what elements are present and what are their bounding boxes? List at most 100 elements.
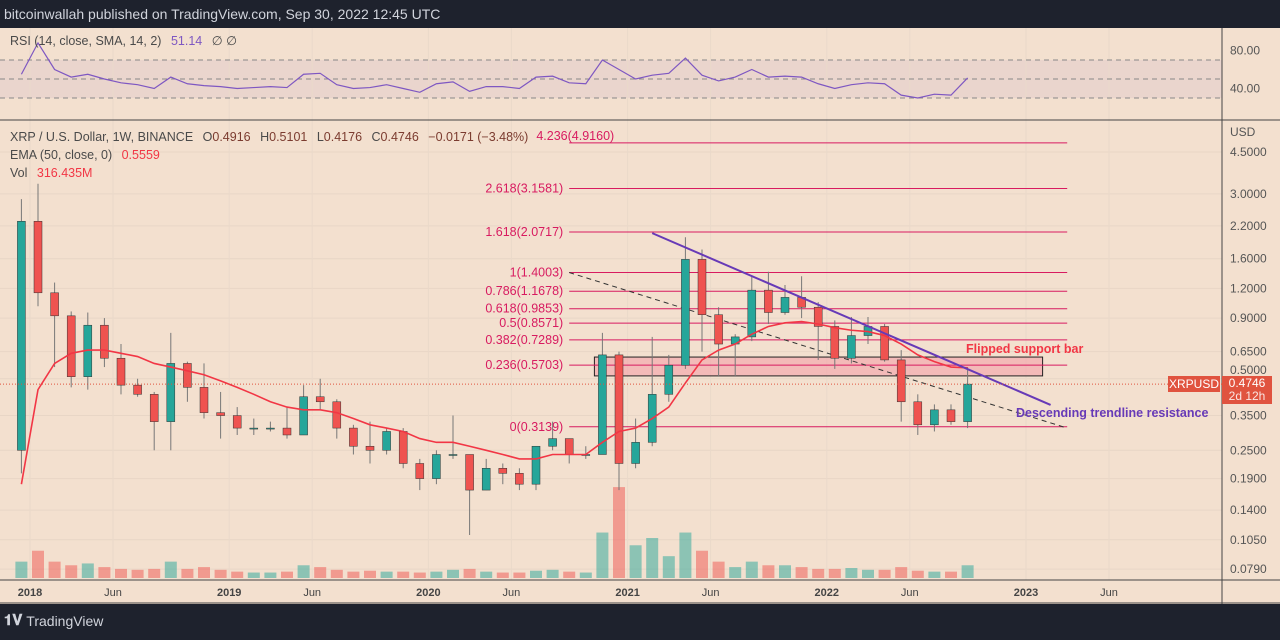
price-tick-label: 0.2500 (1230, 443, 1267, 457)
candle-body (116, 357, 126, 386)
candle-body (548, 438, 557, 447)
time-tick-label: 2019 (217, 587, 241, 599)
fib-level-label: 0.382(0.7289) (485, 333, 563, 347)
volume-bar (745, 561, 758, 578)
candle-body (365, 445, 375, 451)
candle-body (149, 394, 159, 422)
volume-bar (15, 561, 28, 578)
volume-bar (430, 571, 443, 578)
fib-level-label: 0.5(0.8571) (499, 316, 563, 330)
rsi-legend: RSI (14, close, SMA, 14, 2) 51.14 ∅ ∅ (10, 33, 237, 48)
publisher-line: bitcoinwallah published on TradingView.c… (4, 6, 441, 22)
volume-bar (148, 568, 161, 578)
price-tick-label: 0.3500 (1230, 409, 1267, 423)
candle-body (382, 431, 391, 451)
close-value: 0.4746 (380, 130, 419, 144)
volume-bar (679, 532, 692, 578)
price-tick-label: 0.9000 (1230, 311, 1267, 325)
candle-body (697, 259, 707, 315)
tradingview-chart[interactable]: 4.5000 3.0000 2.2000 1.6000 1.2000 0.9000 0.65… (0, 28, 1280, 604)
candle-body (166, 363, 176, 422)
time-tick-label: 2021 (615, 587, 639, 599)
volume-bar (281, 571, 293, 578)
open-value: 0.4916 (212, 130, 251, 144)
candle-body (17, 221, 26, 451)
price-tick-label: 0.6500 (1230, 345, 1267, 359)
chart-canvas[interactable]: 4.5000 3.0000 2.2000 1.6000 1.2000 0.9000 0.65… (0, 28, 1280, 604)
volume-bar (546, 569, 559, 578)
candle-body (515, 473, 524, 485)
volume-bar (264, 572, 277, 578)
volume-bar (48, 561, 61, 578)
ema-legend: EMA (50, close, 0) 0.5559 (10, 148, 160, 162)
time-tick-label: Jun (702, 587, 720, 599)
candle-body (199, 387, 209, 413)
volume-bar (115, 568, 127, 578)
symbol-legend: XRP / U.S. Dollar, 1W, BINANCE O0.4916 H… (10, 130, 529, 144)
candle-body (183, 363, 192, 388)
candle-body (714, 314, 723, 345)
candle-body (946, 409, 956, 422)
volume-bar (779, 565, 791, 578)
candle-body (913, 401, 923, 426)
bar-countdown: 2d 12h (1228, 389, 1266, 403)
time-tick-label: 2022 (815, 587, 839, 599)
fib-level-label: 1(1.4003) (510, 265, 564, 279)
change-value: −0.0171 (−3.48%) (428, 130, 529, 144)
candle-body (880, 326, 889, 361)
volume-bar (729, 567, 742, 578)
symbol-price-tag: XRPUSD (1168, 376, 1220, 392)
price-tick-label: 0.0790 (1230, 562, 1267, 576)
volume-legend: Vol 316.435M (10, 166, 93, 180)
volume-bar (895, 567, 908, 578)
candle-body (216, 412, 225, 416)
candle-body (266, 427, 275, 430)
volume-bar (380, 571, 393, 578)
candle-body (531, 445, 541, 485)
price-tick-label: 1.2000 (1230, 281, 1267, 295)
candle-body (315, 396, 325, 403)
volume-bar (364, 570, 376, 578)
dashed-trendline (569, 272, 1068, 429)
price-tick-label: 0.1400 (1230, 503, 1267, 517)
volume-bar (945, 571, 957, 578)
tradingview-logo[interactable]: 𝟏𝐕 TradingView (4, 612, 103, 629)
candle-body (100, 324, 109, 359)
price-axis-unit: USD (1230, 125, 1256, 139)
volume-bar (646, 538, 659, 578)
candle-body (830, 326, 840, 359)
rsi-value: 51.14 (170, 34, 203, 48)
descending-trendline-annotation: Descending trendline resistance (1016, 406, 1209, 420)
flipped-support-annotation: Flipped support bar (966, 342, 1084, 356)
descending-trendline (651, 232, 1051, 406)
volume-bar (795, 567, 808, 578)
rsi-label: RSI (14, close, SMA, 14, 2) (10, 34, 162, 48)
fib-level-label: 0.618(0.9853) (485, 302, 563, 316)
candle-body (614, 354, 624, 464)
fib-level-label: 0.236(0.5703) (485, 358, 563, 372)
volume-bar (397, 571, 410, 578)
volume-bar (480, 571, 493, 578)
volume-bar (198, 567, 210, 578)
candle-body (415, 463, 425, 479)
candle-body (813, 306, 823, 327)
volume-bar (878, 569, 891, 578)
time-tick-label: Jun (1100, 587, 1118, 599)
fib-level-label: 1.618(2.0717) (485, 225, 563, 239)
candle-body (66, 315, 76, 377)
volume-bar (530, 570, 542, 578)
high-value: 0.5101 (269, 130, 308, 144)
rsi-extra: ∅ ∅ (211, 34, 237, 48)
candle-body (747, 289, 757, 338)
price-tick-label: 4.5000 (1230, 145, 1267, 159)
fib-level-label: 0(0.3139) (510, 420, 564, 434)
candle-body (349, 427, 358, 447)
time-tick-label: 2023 (1014, 587, 1038, 599)
volume-bar (513, 572, 526, 578)
volume-bar (330, 569, 343, 578)
volume-bar (845, 568, 858, 578)
volume-bar (662, 556, 675, 578)
volume-bar (164, 561, 177, 578)
volume-bar (613, 487, 625, 578)
time-tick-label: 2020 (416, 587, 440, 599)
